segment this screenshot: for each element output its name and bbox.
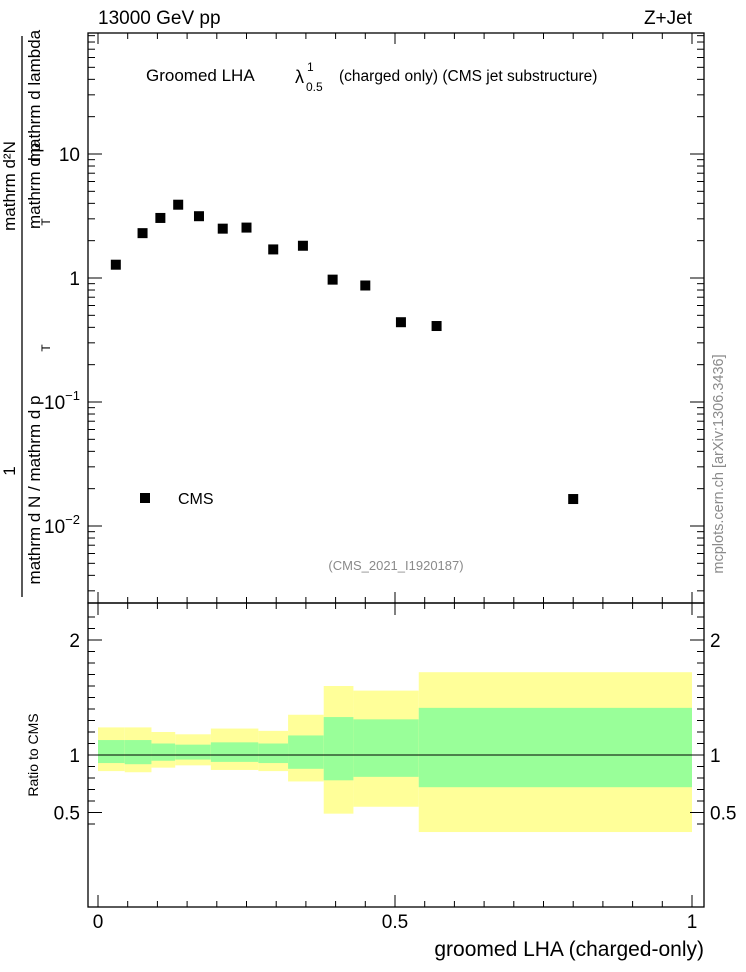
data-point	[155, 212, 166, 223]
data-point	[395, 317, 406, 328]
ratio-y-axis-label: Ratio to CMS	[25, 713, 41, 796]
data-point	[241, 222, 252, 233]
plot-title-lambda: λ	[295, 67, 304, 87]
plot-title-suffix: (charged only) (CMS jet substructure)	[339, 68, 597, 85]
data-point	[193, 211, 204, 222]
y-label-numerator-den: mathrm d p	[25, 143, 44, 229]
green-band-bin-4	[210, 742, 259, 762]
green-band-bin-5	[258, 743, 289, 764]
main-ytick-label-2: 1	[69, 269, 80, 290]
data-point	[568, 494, 579, 505]
x-tick-label-0: 0	[93, 912, 104, 933]
data-points	[110, 199, 579, 505]
green-band-bin-8	[353, 719, 419, 777]
header-process-label: Z+Jet	[644, 8, 693, 29]
data-point	[360, 280, 371, 291]
y-label-numerator-den2: mathrm d lambda	[25, 29, 44, 162]
ratio-left-ytick-label-0: 0.5	[54, 804, 80, 825]
ratio-left-ytick-label-2: 2	[69, 631, 80, 652]
header-energy-label: 13000 GeV pp	[98, 8, 221, 29]
y-label-numerator-den1: mathrm d p	[25, 143, 44, 229]
green-band-bin-7	[323, 717, 354, 781]
data-point	[110, 259, 121, 270]
ratio-right-ytick-label-2: 2	[710, 631, 721, 652]
y-label-numerator-sub1: T	[39, 218, 53, 226]
legend-marker	[140, 493, 150, 503]
green-band-bin-1	[124, 740, 152, 765]
main-ytick-label-3: 10	[59, 145, 80, 166]
main-axis-ticks: 10−2 10−1 1 10	[44, 33, 704, 603]
plot-title-main: Groomed LHA	[146, 66, 255, 85]
green-band-bin-6	[288, 735, 324, 769]
plot-title-subscript: 0.5	[306, 80, 323, 94]
data-point	[173, 199, 184, 210]
y-label-denominator: mathrm d N / mathrm d p	[25, 396, 44, 585]
green-band-bin-0	[98, 740, 125, 764]
green-band-bin-9	[418, 707, 692, 788]
ratio-axis-ticks: 0.5 0.5 1 1 2 2 0 0.5 1	[54, 603, 736, 933]
plot-title: Groomed LHA	[146, 66, 255, 85]
data-point	[137, 228, 148, 239]
plot-title-superscript: 1	[307, 60, 314, 74]
y-label-numerator: mathrm d²N	[0, 141, 19, 231]
green-band-bin-2	[151, 743, 176, 761]
x-axis-label: groomed LHA (charged-only)	[434, 938, 704, 961]
side-source-label: mcplots.cern.ch [arXiv:1306.3436]	[711, 354, 727, 573]
main-ytick-label-0: 10−2	[44, 512, 80, 538]
x-tick-label-1: 0.5	[382, 912, 408, 933]
main-ytick-label-1: 10−1	[44, 388, 80, 414]
ratio-left-ytick-label-1: 1	[69, 746, 80, 767]
ratio-right-ytick-label-1: 1	[710, 746, 721, 767]
data-point	[268, 244, 279, 255]
data-point	[431, 321, 442, 332]
green-band-bin-3	[175, 744, 211, 760]
data-point	[217, 223, 228, 234]
analysis-watermark: (CMS_2021_I1920187)	[328, 558, 463, 573]
y-label-one: 1	[0, 466, 19, 475]
x-tick-label-2: 1	[687, 912, 698, 933]
legend-label: CMS	[178, 491, 214, 508]
data-point	[297, 240, 308, 251]
ratio-uncertainty-bands	[98, 672, 692, 833]
data-point	[327, 274, 338, 285]
y-label-denominator-sub: T	[39, 344, 53, 352]
legend: CMS	[140, 491, 214, 508]
ratio-right-ytick-label-0: 0.5	[710, 804, 736, 825]
main-y-axis-label: 1 mathrm d N / mathrm d p T mathrm d p T…	[0, 29, 53, 597]
